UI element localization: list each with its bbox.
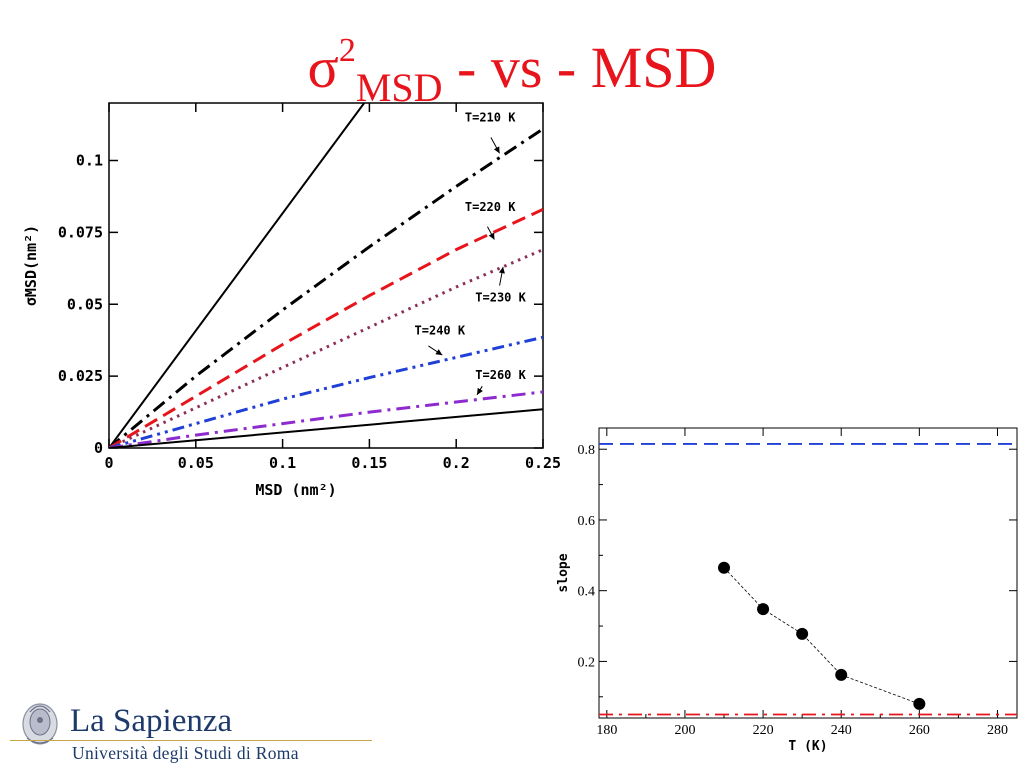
chart1-series-line-1 [109,127,543,448]
chart1-x-axis-label: MSD (nm²) [255,481,336,499]
chart1-plot-frame [108,102,544,449]
chart1-y-tick-label: 0.025 [58,367,103,385]
title-superscript: 2 [338,32,356,69]
chart2-x-tick-label: 220 [753,723,774,738]
chart1-arrow-head [477,387,483,395]
title-rest: - vs - MSD [442,35,717,100]
sapienza-crest-icon [22,703,58,745]
chart1-annotation-label: T=230 K [475,290,526,304]
chart1-arrow-head [435,349,443,356]
chart2-data-point [913,697,926,710]
chart2-x-axis-label: T (K) [788,739,827,754]
chart1-y-tick-label: 0 [94,439,103,457]
chart2-y-tick-label: 0.2 [578,655,596,670]
chart1-x-tick-label: 0.05 [178,454,214,472]
chart1-series-line-5 [109,390,543,448]
chart1-annotation-label: T=260 K [475,368,526,382]
chart2-y-tick-label: 0.4 [578,585,596,600]
logo-subtitle: Università degli Studi di Roma [72,743,299,763]
chart1-annotation-label: T=210 K [465,111,516,125]
chart1-arrow-head [498,266,505,274]
title-sigma: σ [307,35,339,100]
chart1-y-axis-label: σMSD(nm²) [22,225,40,306]
chart1-y-tick-label: 0.1 [76,152,103,170]
chart1-annotation-label: T=220 K [465,200,516,214]
chart1-x-tick-label: 0.15 [351,454,387,472]
logo-rule [10,740,372,741]
chart1-x-tick-label: 0 [104,454,113,472]
chart2-x-tick-label: 280 [987,723,1008,738]
chart2-data-point [718,561,731,574]
chart1-series-line-0 [109,103,366,448]
chart2-y-axis-label: slope [556,553,571,592]
chart1-series-line-6 [109,408,543,448]
chart1-series-line-4 [109,335,543,448]
chart1-annotation-label: T=240 K [415,323,466,337]
chart2-data-point [757,603,770,616]
logo-name: La Sapienza [70,703,233,739]
slope-vs-temperature-chart: 180 200 220 240 260 280 0.2 0.4 0.6 0.8 T (K) slope [556,427,1018,754]
chart1-x-tick-label: 0.1 [269,454,296,472]
chart1-x-tick-label: 0.25 [525,454,561,472]
chart2-connecting-line [723,567,920,705]
chart2-x-tick-label: 240 [831,723,852,738]
chart2-x-tick-label: 180 [596,723,617,738]
chart2-x-tick-label: 260 [909,723,930,738]
chart2-data-point [835,668,848,681]
sigma-msd-chart: 0 0.05 0.1 0.15 0.2 0.25 0 0.025 0.05 0.075 0.1 MSD… [22,102,561,499]
chart2-plot-frame [598,427,1018,719]
chart2-y-tick-label: 0.8 [578,443,596,458]
chart1-series-line-2 [109,208,543,448]
chart1-x-tick-label: 0.2 [443,454,470,472]
chart1-series-group [109,103,543,448]
chart2-data-point [796,627,809,640]
chart2-x-tick-label: 200 [674,723,695,738]
chart1-arrow-head [488,232,495,240]
chart1-arrow-head [493,146,500,154]
chart1-y-tick-label: 0.075 [58,223,103,241]
chart1-y-tick-label: 0.05 [67,295,103,313]
chart2-y-tick-label: 0.6 [578,514,596,529]
chart1-series-line-3 [109,248,543,448]
